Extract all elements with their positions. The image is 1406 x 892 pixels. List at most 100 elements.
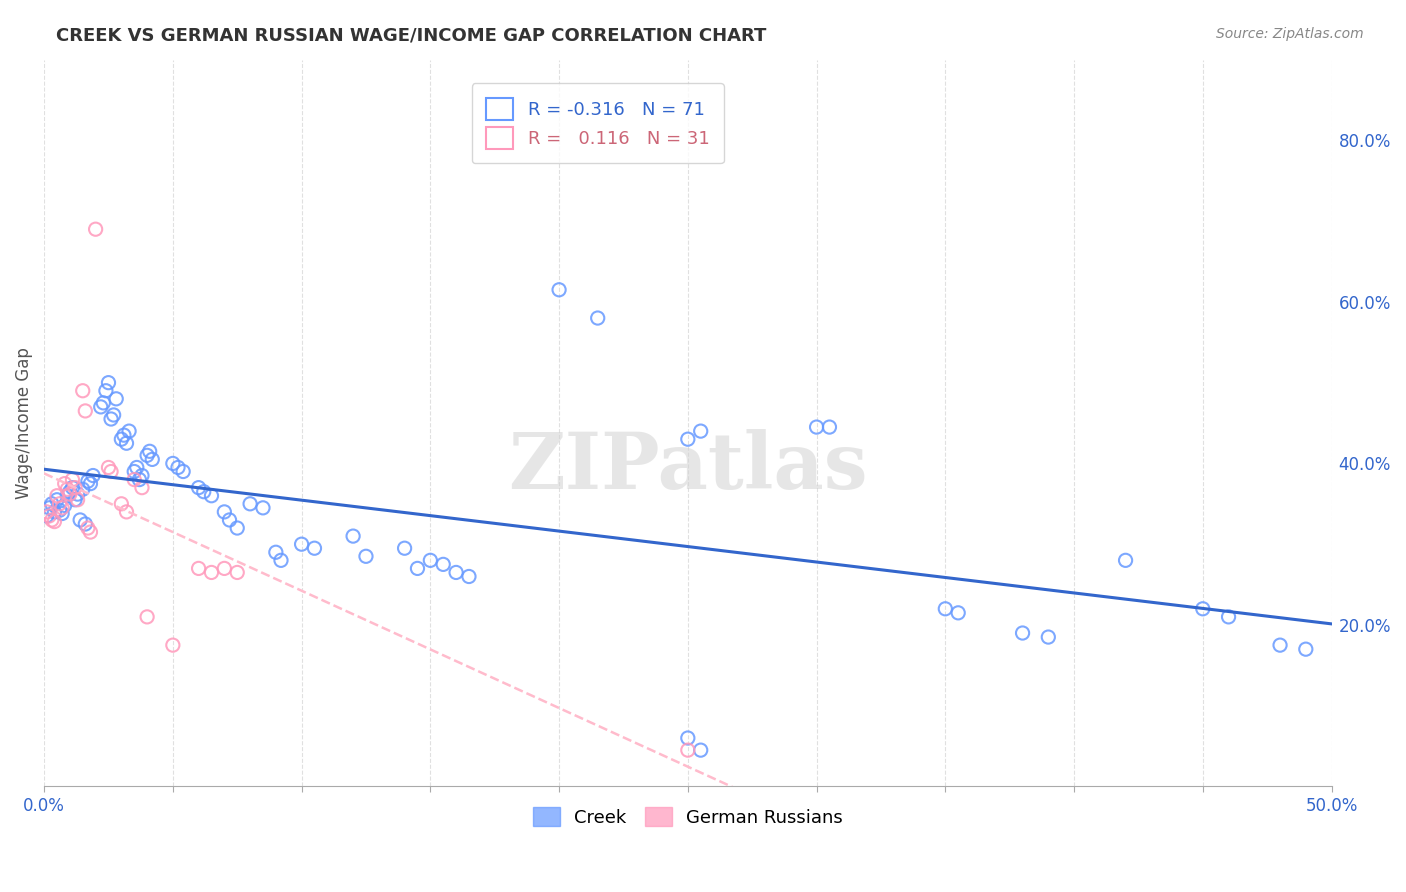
Point [136, 448, 159, 462]
Point [44, 515, 66, 529]
Point [112, 428, 135, 442]
Point [226, 566, 249, 580]
Point [458, 569, 481, 583]
Point [79, 476, 101, 491]
Point [226, 521, 249, 535]
Point [136, 610, 159, 624]
Point [200, 566, 222, 580]
Point [48, 503, 70, 517]
Point [304, 541, 326, 556]
Point [406, 561, 429, 575]
Point [1038, 630, 1060, 644]
Point [35, 505, 58, 519]
Point [354, 549, 377, 564]
Point [1011, 626, 1033, 640]
Text: CREEK VS GERMAN RUSSIAN WAGE/INCOME GAP CORRELATION CHART: CREEK VS GERMAN RUSSIAN WAGE/INCOME GAP … [56, 27, 766, 45]
Point [110, 432, 132, 446]
Point [91, 396, 114, 410]
Point [948, 606, 970, 620]
Point [676, 432, 699, 446]
Point [46, 492, 69, 507]
Point [141, 452, 163, 467]
Point [72, 384, 94, 398]
Point [105, 392, 128, 406]
Point [548, 283, 571, 297]
Point [193, 484, 215, 499]
Point [72, 483, 94, 497]
Point [35, 508, 58, 523]
Point [432, 558, 454, 572]
Point [38, 508, 60, 523]
Point [252, 500, 274, 515]
Point [82, 468, 104, 483]
Point [44, 505, 66, 519]
Point [162, 638, 184, 652]
Point [131, 468, 153, 483]
Point [53, 476, 76, 491]
Point [100, 412, 122, 426]
Point [264, 545, 287, 559]
Text: Source: ZipAtlas.com: Source: ZipAtlas.com [1216, 27, 1364, 41]
Point [1295, 642, 1317, 657]
Point [167, 460, 190, 475]
Point [103, 408, 125, 422]
Point [1218, 610, 1240, 624]
Point [66, 492, 89, 507]
Point [291, 537, 314, 551]
Point [1191, 602, 1213, 616]
Point [97, 460, 120, 475]
Point [806, 420, 828, 434]
Point [79, 524, 101, 539]
Point [1268, 638, 1291, 652]
Point [342, 529, 364, 543]
Point [75, 516, 97, 531]
Point [118, 424, 141, 438]
Point [41, 513, 63, 527]
Point [586, 311, 609, 326]
Point [676, 743, 699, 757]
Point [239, 497, 262, 511]
Point [162, 457, 184, 471]
Point [110, 497, 132, 511]
Point [63, 481, 86, 495]
Point [48, 497, 70, 511]
Point [270, 553, 292, 567]
Point [90, 400, 112, 414]
Point [46, 489, 69, 503]
Point [77, 521, 100, 535]
Point [689, 424, 711, 438]
Point [934, 602, 956, 616]
Point [100, 465, 122, 479]
Point [187, 481, 209, 495]
Point [444, 566, 467, 580]
Point [125, 460, 148, 475]
Point [75, 404, 97, 418]
Point [63, 492, 86, 507]
Point [187, 561, 209, 575]
Point [53, 499, 76, 513]
Point [214, 561, 236, 575]
Point [69, 513, 91, 527]
Point [122, 473, 145, 487]
Point [115, 505, 138, 519]
Point [38, 500, 60, 515]
Text: ZIPatlas: ZIPatlas [508, 429, 868, 505]
Point [59, 484, 82, 499]
Point [128, 473, 150, 487]
Y-axis label: Wage/Income Gap: Wage/Income Gap [15, 347, 32, 499]
Point [200, 489, 222, 503]
Point [172, 465, 194, 479]
Point [115, 436, 138, 450]
Point [41, 497, 63, 511]
Point [676, 731, 699, 745]
Point [77, 474, 100, 488]
Point [218, 513, 240, 527]
Point [131, 481, 153, 495]
Point [62, 481, 84, 495]
Point [138, 444, 160, 458]
Point [689, 743, 711, 757]
Point [51, 500, 73, 515]
Point [97, 376, 120, 390]
Point [94, 384, 117, 398]
Point [84, 222, 107, 236]
